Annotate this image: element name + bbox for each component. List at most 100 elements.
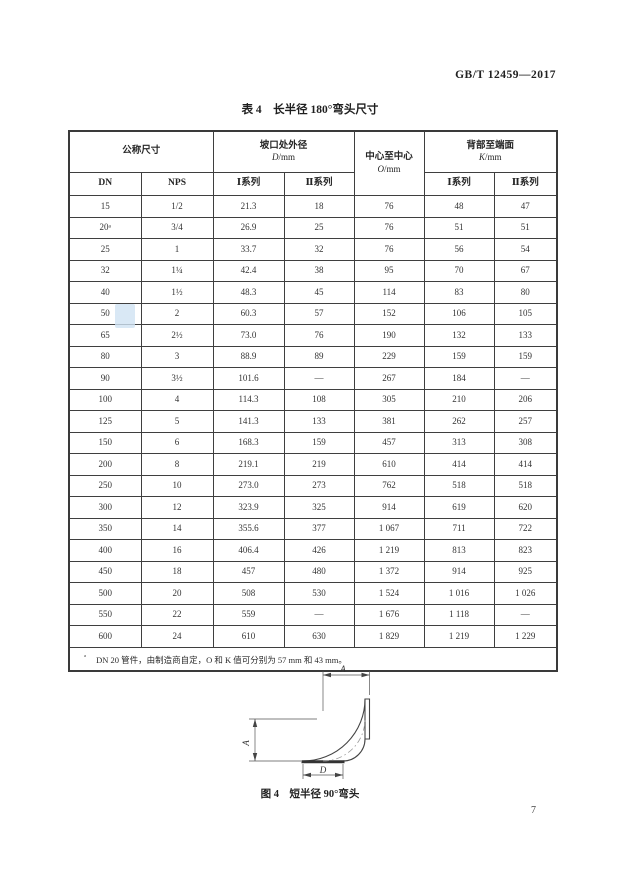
- header-center-symbol: O/mm: [377, 163, 401, 174]
- table-cell: —: [493, 603, 558, 626]
- table-cell: 1 118: [423, 603, 495, 626]
- table-cell: 8: [140, 453, 214, 476]
- header-back-label: 背部至端面: [466, 140, 515, 151]
- table-cell: 133: [283, 410, 355, 433]
- table-cell: 168.3: [212, 431, 285, 454]
- elbow-outer-arc: [302, 698, 366, 762]
- table-cell: 1 219: [353, 539, 425, 562]
- table-cell: 51: [493, 216, 558, 239]
- table-cell: 1: [140, 238, 214, 261]
- table-cell: 33.7: [212, 238, 285, 261]
- table-cell: 45: [283, 281, 355, 304]
- page-number: 7: [531, 805, 536, 816]
- table-cell: 480: [283, 560, 355, 583]
- elbow-diagram: A A D: [241, 664, 371, 779]
- arrow-top-left: [323, 672, 331, 678]
- header-nominal-label: 公称尺寸: [122, 146, 161, 157]
- table-cell: 426: [283, 539, 355, 562]
- table-cell: 25: [68, 238, 142, 261]
- table-cell: 219.1: [212, 453, 285, 476]
- table-cell: 26.9: [212, 216, 285, 239]
- table-cell: 184: [423, 367, 495, 390]
- table-cell: 550: [68, 603, 142, 626]
- table-cell: 21.3: [212, 195, 285, 218]
- table-cell: 610: [353, 453, 425, 476]
- table-row: 32 1¼ 42.4 38 95 70 67: [68, 259, 558, 282]
- table-row: 250 10 273.0 273 762 518 518: [68, 474, 558, 497]
- table-cell: 457: [212, 560, 285, 583]
- table-row: 600 24 610 630 1 829 1 219 1 229: [68, 625, 558, 648]
- table-cell: 141.3: [212, 410, 285, 433]
- table-cell: 159: [283, 431, 355, 454]
- table-cell: 3: [140, 345, 214, 368]
- table-row: 500 20 508 530 1 524 1 016 1 026: [68, 582, 558, 605]
- table-cell: 219: [283, 453, 355, 476]
- table-cell: 711: [423, 517, 495, 540]
- table-cell: 76: [353, 216, 425, 239]
- table-cell: 80: [68, 345, 142, 368]
- table-cell: 133: [493, 324, 558, 347]
- table-cell: 4: [140, 388, 214, 411]
- table-cell: 88.9: [212, 345, 285, 368]
- table-cell: 57: [283, 302, 355, 325]
- table-cell: 89: [283, 345, 355, 368]
- table-cell: 18: [283, 195, 355, 218]
- table-cell: 1 229: [493, 625, 558, 648]
- table-row: 90 3½ 101.6—267 184—: [68, 367, 558, 390]
- table-cell: 48: [423, 195, 495, 218]
- table-cell: 105: [493, 302, 558, 325]
- table-cell: 305: [353, 388, 425, 411]
- table-title: 表 4 长半径 180°弯头尺寸: [241, 104, 379, 116]
- table-cell: —: [283, 603, 355, 626]
- table-cell: 56: [423, 238, 495, 261]
- table-cell: 257: [493, 410, 558, 433]
- table-row: 20ᵃ 3/4 26.9 25 76 51 51: [68, 216, 558, 239]
- header-center-to-center: 中心至中心 O/mm: [353, 130, 425, 196]
- table-row: 550 22 559—1 676 1 118—: [68, 603, 558, 626]
- table-cell: 24: [140, 625, 214, 648]
- table-cell: 3/4: [140, 216, 214, 239]
- header-d-series1: Ⅰ系列: [212, 172, 285, 196]
- table-cell: 200: [68, 453, 142, 476]
- header-d-series2: Ⅱ系列: [283, 172, 355, 196]
- table-cell: 925: [493, 560, 558, 583]
- table-cell: 273.0: [212, 474, 285, 497]
- table-cell: 2½: [140, 324, 214, 347]
- header-k-series2: Ⅱ系列: [493, 172, 558, 196]
- table-cell: 914: [423, 560, 495, 583]
- table-body: 15 1/2 21.3 18 76 48 47 20ᵃ 3/4 26.9 25 76 51 51 25 1 33…: [68, 195, 558, 648]
- table-cell: 450: [68, 560, 142, 583]
- table-cell: 76: [353, 195, 425, 218]
- table-cell: 250: [68, 474, 142, 497]
- table-cell: —: [283, 367, 355, 390]
- arrow-bottom-left: [303, 772, 311, 778]
- figure-caption: 图 4 短半径 90°弯头: [260, 789, 360, 800]
- table-cell: 762: [353, 474, 425, 497]
- table-cell: 159: [493, 345, 558, 368]
- table-cell: 132: [423, 324, 495, 347]
- table-cell: 518: [423, 474, 495, 497]
- header-back-to-face: 背部至端面 K/mm: [423, 130, 558, 173]
- header-center-label: 中心至中心: [365, 152, 413, 163]
- table-cell: 500: [68, 582, 142, 605]
- header-nominal-size: 公称尺寸: [68, 130, 214, 173]
- table-cell: 619: [423, 496, 495, 519]
- elbow-dimension-table: 公称尺寸 坡口处外径 D/mm 中心至中心 O/mm 背部至端面 K/mm DN…: [68, 130, 559, 672]
- table-cell: 15: [68, 195, 142, 218]
- table-row: 350 14 355.6 377 1 067 711 722: [68, 517, 558, 540]
- table-cell: 47: [493, 195, 558, 218]
- table-cell: 414: [493, 453, 558, 476]
- table-cell: 381: [353, 410, 425, 433]
- table-cell: 1 372: [353, 560, 425, 583]
- table-cell: 559: [212, 603, 285, 626]
- table-cell: 1 219: [423, 625, 495, 648]
- table-row: 25 1 33.7 32 76 56 54: [68, 238, 558, 261]
- table-header: 公称尺寸 坡口处外径 D/mm 中心至中心 O/mm 背部至端面 K/mm DN…: [68, 130, 558, 196]
- table-cell: 114: [353, 281, 425, 304]
- table-cell: 60.3: [212, 302, 285, 325]
- arrow-bottom-right: [335, 772, 343, 778]
- table-cell: 83: [423, 281, 495, 304]
- table-cell: 508: [212, 582, 285, 605]
- table-cell: 206: [493, 388, 558, 411]
